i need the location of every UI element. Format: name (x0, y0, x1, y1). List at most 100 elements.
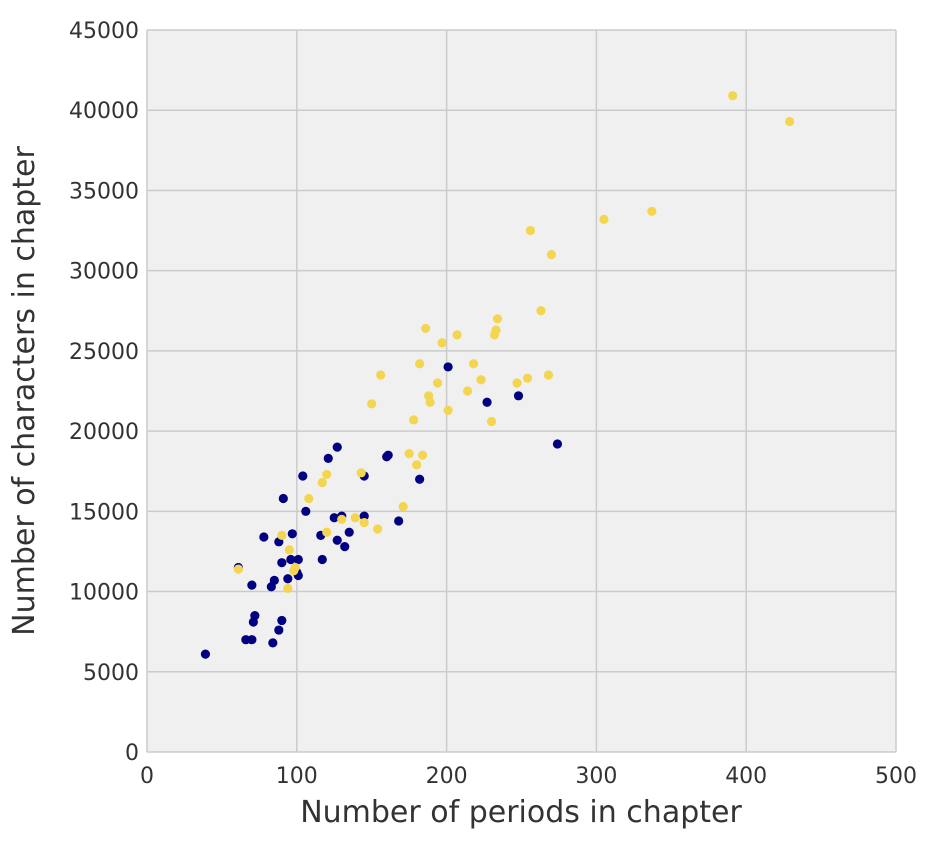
data-point (437, 338, 447, 348)
x-tick-labels: 0 100 200 300 400 500 (140, 764, 917, 789)
data-point (492, 314, 503, 324)
data-point (383, 450, 393, 460)
data-point (286, 554, 296, 565)
data-point (536, 306, 546, 316)
y-tick-label: 20000 (69, 420, 139, 445)
x-tick-label: 500 (875, 764, 917, 789)
data-point (394, 516, 404, 526)
data-point (284, 545, 294, 555)
data-point (329, 513, 339, 523)
data-point (337, 514, 347, 524)
y-tick-label: 10000 (69, 581, 139, 606)
data-point (317, 554, 327, 565)
data-point (491, 325, 501, 335)
data-point (356, 468, 366, 478)
y-tick-label: 0 (125, 741, 139, 766)
data-point (443, 405, 453, 415)
data-point (259, 532, 269, 542)
data-point (278, 493, 288, 504)
data-point (322, 469, 332, 480)
data-point (421, 323, 431, 334)
data-point (647, 206, 657, 216)
series-0 (200, 362, 563, 659)
data-point (398, 501, 408, 512)
y-tick-label: 5000 (83, 661, 139, 686)
data-point (452, 330, 462, 340)
y-tick-label: 35000 (69, 179, 139, 204)
data-point (552, 439, 563, 449)
data-point (277, 530, 287, 541)
data-point (287, 529, 297, 539)
data-point (322, 527, 332, 537)
data-point (268, 638, 278, 648)
data-point (412, 460, 422, 470)
data-point (332, 535, 342, 545)
data-point (317, 477, 327, 488)
data-point (415, 359, 425, 369)
data-point (247, 635, 257, 645)
x-tick-label: 200 (426, 764, 468, 789)
data-point (304, 493, 314, 504)
y-tick-labels: 0 5000 10000 15000 20000 25000 30000 35000 40000… (69, 19, 139, 766)
data-point (277, 615, 287, 626)
data-point (250, 611, 260, 621)
data-point (376, 370, 386, 380)
data-point (409, 415, 419, 425)
data-point (274, 625, 284, 635)
y-tick-label: 15000 (69, 500, 139, 525)
data-point (293, 554, 303, 565)
data-point (283, 574, 293, 584)
data-point (728, 91, 738, 101)
data-point (476, 375, 486, 385)
data-point (332, 442, 342, 452)
data-point (486, 416, 497, 427)
y-tick-label: 30000 (69, 260, 139, 285)
data-point (247, 580, 257, 590)
data-point (513, 391, 524, 401)
data-point (200, 649, 211, 659)
data-point (543, 370, 554, 380)
data-point (462, 386, 473, 396)
x-tick-label: 400 (725, 764, 767, 789)
data-points (200, 91, 795, 659)
y-tick-label: 40000 (69, 99, 139, 124)
data-point (415, 474, 425, 484)
data-point (290, 562, 300, 573)
data-point (433, 378, 443, 388)
data-point (482, 397, 492, 407)
data-point (269, 575, 279, 585)
data-point (418, 450, 428, 460)
data-point (344, 527, 354, 537)
data-point (522, 373, 533, 383)
y-tick-label: 25000 (69, 340, 139, 365)
data-point (512, 378, 522, 388)
data-point (373, 524, 383, 534)
data-point (468, 359, 479, 369)
data-point (277, 558, 287, 568)
x-axis-label: Number of periods in chapter (300, 795, 742, 830)
data-point (301, 506, 311, 516)
x-tick-label: 100 (276, 764, 318, 789)
data-point (546, 250, 557, 260)
data-point (443, 362, 453, 372)
data-point (233, 564, 243, 574)
data-point (525, 225, 536, 236)
data-point (298, 471, 308, 481)
data-point (359, 511, 369, 521)
x-tick-label: 0 (140, 764, 154, 789)
data-point (599, 214, 609, 224)
data-point (425, 397, 435, 407)
x-tick-label: 300 (575, 764, 617, 789)
data-point (785, 116, 795, 127)
plot-area (147, 30, 896, 752)
data-point (404, 448, 414, 459)
grid-lines (146, 29, 897, 753)
data-point (323, 453, 333, 463)
data-point (340, 542, 350, 552)
data-point (359, 517, 369, 528)
data-point (283, 583, 293, 593)
y-axis-label: Number of characters in chapter (7, 145, 42, 635)
data-point (350, 513, 360, 523)
y-tick-label: 45000 (69, 19, 139, 44)
